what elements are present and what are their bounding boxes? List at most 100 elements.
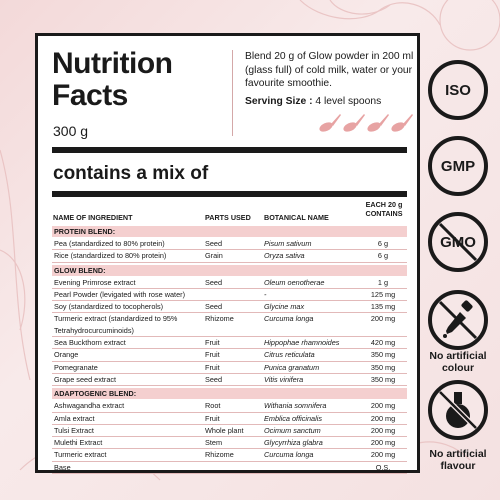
- ingredient-amount: 200 mg: [370, 413, 396, 423]
- botanical-name: Ocimum sanctum: [264, 425, 321, 435]
- ingredient-name: Orange: [54, 350, 79, 360]
- ingredient-row: Amla extract Fruit Emblica officinalis 200 …: [52, 413, 407, 424]
- row-divider: [52, 460, 407, 462]
- ingredient-amount: 350 mg: [370, 350, 396, 360]
- ingredient-row: Orange Fruit Citrus reticulata 350 mg: [52, 349, 407, 360]
- botanical-name: Hippophae rhamnoides: [264, 338, 340, 348]
- ingredient-amount: 200 mg: [370, 450, 396, 460]
- no-artificial-flavour-label: No artificial flavour: [429, 448, 487, 472]
- ingredient-row: Pomegranate Fruit Punica granatum 350 mg: [52, 362, 407, 373]
- row-divider: [52, 300, 407, 302]
- botanical-name: Glycine max: [264, 302, 305, 312]
- no-gmo-badge: GMO: [428, 212, 488, 272]
- ingredient-amount: Q.S.: [375, 462, 391, 472]
- botanical-name: Pisum sativum: [264, 239, 312, 248]
- row-divider: [52, 249, 407, 251]
- ingredient-name: Pomegranate: [54, 362, 98, 372]
- ingredient-part: Rhizome: [205, 450, 234, 460]
- botanical-name: Punica granatum: [264, 362, 320, 372]
- no-artificial-colour-label: No artificial colour: [429, 350, 487, 374]
- botanical-name: Oleum oenotherae: [264, 277, 325, 287]
- title-line-1: Nutrition: [52, 47, 173, 80]
- ingredient-amount: 6 g: [377, 251, 389, 261]
- ingredient-part: Whole plant: [205, 425, 244, 435]
- dropper-crossed-icon: [438, 300, 478, 340]
- ingredient-name: Mulethi Extract: [54, 438, 103, 448]
- ingredient-part: Rhizome: [205, 314, 234, 324]
- botanical-name: Curcuma longa: [264, 314, 314, 324]
- ingredient-part: Seed: [205, 302, 223, 312]
- ingredient-amount: 1 g: [377, 277, 389, 287]
- row-divider: [52, 411, 407, 413]
- gmp-badge: GMP: [428, 136, 488, 196]
- ingredient-part: Fruit: [205, 338, 220, 348]
- row-divider: [52, 385, 407, 387]
- section-header-protein: PROTEIN BLEND:: [52, 226, 407, 237]
- serving-size: Serving Size : 4 level spoons: [245, 96, 381, 107]
- ingredient-row: Turmeric extract (standardized to 95% Te…: [52, 313, 407, 336]
- serving-size-value: 4 level spoons: [315, 96, 382, 107]
- ingredient-name: Soy (standardized to tocopherols): [54, 302, 164, 312]
- ingredient-part: Seed: [205, 374, 223, 384]
- ingredient-row: Mulethi Extract Stem Glycyrrhiza glabra 200…: [52, 437, 407, 448]
- divider-bar-top: [52, 147, 407, 153]
- ingredient-row: Turmeric extract Rhizome Curcuma longa 200 …: [52, 449, 407, 460]
- row-divider: [52, 473, 407, 475]
- row-divider: [52, 436, 407, 438]
- no-artificial-flavour-badge: [428, 380, 488, 440]
- botanical-name: Citrus reticulata: [264, 350, 315, 360]
- ingredient-part: Seed: [205, 239, 223, 248]
- ingredient-amount: 200 mg: [370, 438, 396, 448]
- column-header-botanical: BOTANICAL NAME: [264, 213, 329, 222]
- ingredient-name: Tulsi Extract: [54, 425, 94, 435]
- ingredient-row: Pea (standardized to 80% protein) Seed Pis…: [52, 238, 407, 249]
- column-header-each: EACH 20 g CONTAINS: [365, 200, 403, 218]
- mix-heading: contains a mix of: [53, 163, 209, 184]
- botanical-name: Oryza sativa: [264, 251, 305, 261]
- ingredient-part: Seed: [205, 277, 223, 287]
- flask-crossed-icon: [438, 390, 478, 430]
- ingredient-amount: 420 mg: [370, 338, 396, 348]
- botanical-name: Withania somnifera: [264, 401, 327, 411]
- botanical-name: Curcuma longa: [264, 450, 314, 460]
- spoon-icons: [319, 114, 413, 132]
- row-divider: [52, 423, 407, 425]
- row-divider: [52, 312, 407, 314]
- ingredient-name: Amla extract: [54, 413, 95, 423]
- title-line-2: Facts: [52, 79, 128, 112]
- no-artificial-colour-badge: [428, 290, 488, 350]
- header-divider: [232, 50, 233, 136]
- ingredient-part: Fruit: [205, 362, 220, 372]
- ingredient-row: Soy (standardized to tocopherols) Seed Gly…: [52, 301, 407, 312]
- ingredient-row: Grape seed extract Seed Vitis vinifera 350 …: [52, 374, 407, 385]
- row-divider: [52, 261, 407, 263]
- ingredient-amount: 6 g: [377, 239, 389, 248]
- ingredient-part: Grain: [205, 251, 223, 261]
- ingredient-name: Grape seed extract: [54, 374, 117, 384]
- column-header-parts: PARTS USED: [205, 213, 251, 222]
- botanical-name: Glycyrrhiza glabra: [264, 438, 323, 448]
- ingredient-row: Sea Buckthorn extract Fruit Hippophae rham…: [52, 337, 407, 348]
- spoon-icon: [319, 114, 341, 132]
- ingredient-part: Fruit: [205, 350, 220, 360]
- spoon-icon: [367, 114, 389, 132]
- ingredient-row: Base Q.S.: [52, 462, 407, 473]
- ingredients-table: PROTEIN BLEND: Pea (standardized to 80% p…: [52, 224, 407, 475]
- ingredient-row: Ashwagandha extract Root Withania somnifer…: [52, 400, 407, 411]
- divider-bar-bottom: [52, 191, 407, 197]
- column-header-name: NAME OF INGREDIENT: [53, 213, 133, 222]
- row-divider: [52, 336, 407, 338]
- ingredient-amount: 200 mg: [370, 314, 396, 324]
- ingredient-name: Evening Primrose extract: [54, 277, 136, 287]
- net-weight: 300 g: [53, 123, 89, 139]
- ingredient-name: Turmeric extract (standardized to 95% Te…: [54, 314, 178, 335]
- ingredient-part: Fruit: [205, 413, 220, 423]
- row-divider: [52, 348, 407, 350]
- iso-badge: ISO: [428, 60, 488, 120]
- botanical-name: -: [264, 289, 267, 299]
- spoon-icon: [391, 114, 413, 132]
- spoon-icon: [343, 114, 365, 132]
- blend-instructions: Blend 20 g of Glow powder in 200 ml (gla…: [245, 51, 414, 89]
- ingredient-name: Base: [54, 462, 71, 472]
- row-divider: [52, 372, 407, 374]
